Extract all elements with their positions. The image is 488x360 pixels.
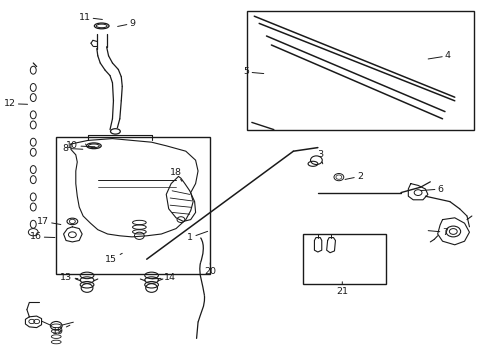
Text: 9: 9 (118, 19, 135, 28)
Text: 3: 3 (317, 150, 323, 164)
Text: 20: 20 (204, 263, 216, 276)
Text: 4: 4 (427, 51, 450, 60)
Text: 19: 19 (51, 325, 70, 336)
Bar (303, 234, 386, 284)
Text: 11: 11 (78, 13, 102, 22)
Text: 1: 1 (187, 231, 207, 242)
Bar (56, 137, 210, 274)
Text: 15: 15 (105, 253, 122, 264)
Text: 13: 13 (60, 273, 78, 282)
Text: 18: 18 (170, 167, 182, 181)
Text: 8: 8 (62, 144, 82, 153)
Text: 2: 2 (345, 172, 362, 181)
Text: 17: 17 (37, 217, 61, 226)
Text: 21: 21 (336, 282, 347, 296)
Text: 16: 16 (29, 233, 55, 242)
Text: 12: 12 (3, 99, 27, 108)
Text: 6: 6 (420, 184, 443, 194)
Bar (246, 11, 473, 130)
Text: 14: 14 (152, 274, 176, 282)
Text: 5: 5 (243, 68, 263, 77)
Text: 7: 7 (427, 228, 447, 237)
Text: 10: 10 (66, 141, 95, 150)
